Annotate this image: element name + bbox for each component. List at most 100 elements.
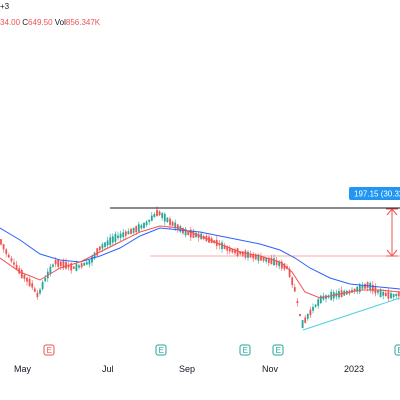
candle — [306, 313, 309, 321]
earnings-marker[interactable]: E — [155, 344, 167, 356]
legend-low-value: 34.00 — [0, 18, 21, 27]
svg-text:E: E — [243, 346, 248, 355]
earnings-marker[interactable]: E — [272, 344, 284, 356]
candle — [260, 252, 262, 261]
candle — [143, 222, 145, 229]
candle — [137, 221, 140, 234]
candle — [122, 228, 125, 240]
candle — [369, 281, 372, 293]
candle — [153, 212, 156, 218]
candle — [161, 212, 164, 221]
candle — [319, 294, 322, 304]
candle — [93, 251, 96, 260]
candle — [26, 277, 28, 286]
candle — [351, 287, 353, 294]
earnings-marker[interactable]: E — [239, 344, 251, 356]
candle — [296, 297, 299, 307]
candle — [78, 264, 80, 270]
candle — [309, 306, 312, 318]
candle — [395, 293, 398, 299]
candle — [7, 252, 10, 259]
measure-label: 197.15 (30.32% — [349, 187, 400, 200]
svg-text:E: E — [276, 346, 281, 355]
candle — [98, 246, 101, 253]
candle — [41, 280, 44, 291]
candle — [10, 256, 13, 264]
candle — [197, 232, 200, 242]
candle — [390, 290, 392, 299]
candle — [117, 231, 119, 241]
candle — [382, 289, 385, 300]
svg-text:E: E — [47, 346, 52, 355]
candle — [145, 220, 148, 228]
candle — [59, 261, 62, 271]
candle — [371, 281, 374, 295]
candle — [312, 303, 314, 314]
candle — [106, 236, 109, 249]
candle — [358, 282, 361, 295]
earnings-marker[interactable]: E — [43, 344, 55, 356]
candle — [163, 212, 166, 226]
candle — [166, 217, 169, 223]
svg-text:E: E — [398, 346, 400, 355]
candle — [15, 261, 18, 271]
candle — [85, 260, 88, 265]
candle — [31, 280, 34, 291]
x-axis: May Jul Sep Nov 2023 — [14, 364, 364, 374]
trendline[interactable] — [302, 297, 400, 331]
candle — [283, 263, 286, 272]
candle — [304, 315, 307, 324]
candle — [57, 259, 60, 269]
candle — [2, 243, 5, 253]
slow-moving-average-line — [0, 227, 400, 290]
candle — [20, 268, 23, 279]
candle — [28, 276, 31, 287]
candle — [221, 240, 223, 253]
earnings-marker[interactable]: E — [394, 344, 400, 356]
candle — [5, 248, 8, 257]
candle — [75, 260, 78, 272]
candle — [218, 239, 221, 250]
candle — [314, 304, 317, 309]
svg-text:E: E — [159, 346, 164, 355]
candle — [109, 233, 112, 247]
candle — [275, 256, 278, 268]
candle — [140, 223, 143, 230]
legend-change: +3 — [0, 2, 10, 11]
measure-label-text: 197.15 (30.32% — [354, 190, 400, 199]
x-axis-label: May — [14, 364, 32, 374]
candle — [18, 265, 21, 275]
candle — [80, 262, 83, 269]
candle — [189, 226, 192, 242]
candle — [208, 234, 210, 243]
legend-vol-value: 856.347K — [65, 18, 101, 27]
candle — [52, 263, 54, 269]
candle — [291, 276, 294, 288]
measure-arrow[interactable] — [386, 208, 398, 257]
candle — [36, 289, 39, 300]
x-axis-label: Jul — [102, 364, 114, 374]
candle — [83, 262, 86, 266]
candle — [158, 210, 161, 217]
candle — [96, 247, 99, 256]
candle — [44, 274, 47, 282]
candle — [179, 224, 182, 234]
legend-close-value: 649.50 — [28, 18, 53, 27]
candle — [33, 286, 36, 293]
candle — [299, 313, 301, 317]
candle — [247, 250, 249, 261]
candle — [124, 229, 127, 240]
candle — [0, 238, 2, 246]
candle — [234, 247, 236, 256]
candle — [361, 282, 364, 291]
candle — [13, 258, 15, 269]
x-axis-label: Nov — [262, 364, 279, 374]
legend-close-label: C — [22, 18, 29, 27]
candle — [392, 293, 395, 301]
candle — [176, 223, 179, 233]
earnings-markers[interactable]: EEEEE — [43, 344, 400, 356]
candle — [72, 266, 75, 269]
x-axis-label: Sep — [179, 364, 195, 374]
